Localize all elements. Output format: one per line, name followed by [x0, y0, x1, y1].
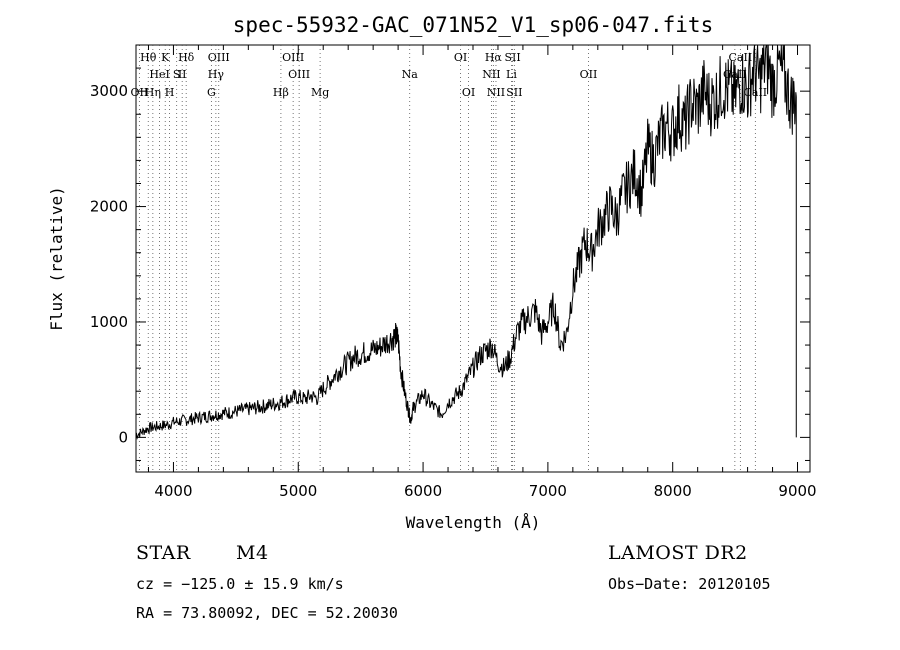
chart-title: spec-55932-GAC_071N52_V1_sp06-047.fits — [233, 13, 713, 37]
y-tick-label-2: 2000 — [90, 198, 128, 216]
line-label-14: Na — [402, 68, 419, 81]
spectrum-line — [135, 44, 797, 440]
x-tick-label-3: 7000 — [529, 482, 567, 500]
object-class: STAR — [136, 542, 191, 564]
coordinates-text: RA = 73.80092, DEC = 52.20030 — [136, 604, 398, 622]
line-label-0: Hθ — [140, 51, 157, 64]
survey-label: LAMOST DR2 — [608, 542, 748, 564]
redshift-text: cz = −125.0 ± 15.9 km/s — [136, 575, 344, 593]
line-label-17: OII — [580, 68, 598, 81]
line-label-20: Hη — [145, 86, 161, 99]
y-tick-label-0: 0 — [118, 428, 128, 446]
obs-date-text: Obs−Date: 20120105 — [608, 575, 771, 593]
x-tick-label-2: 6000 — [404, 482, 442, 500]
line-label-27: SII — [506, 86, 522, 99]
object-subclass: M4 — [236, 542, 269, 564]
line-label-7: SII — [504, 51, 520, 64]
line-label-15: NII — [482, 68, 500, 81]
line-label-8: CaII — [729, 51, 753, 64]
line-label-10: S — [173, 68, 181, 81]
line-label-6: Hα — [485, 51, 503, 64]
x-tick-label-1: 5000 — [279, 482, 317, 500]
line-label-19: OII — [131, 86, 149, 99]
line-label-3: OIII — [208, 51, 230, 64]
y-tick-label-3: 3000 — [90, 82, 128, 100]
line-label-24: Mg — [311, 86, 329, 99]
x-tick-label-5: 9000 — [778, 482, 816, 500]
line-label-2: Hδ — [178, 51, 195, 64]
line-label-1: K — [161, 51, 170, 64]
line-label-5: OI — [454, 51, 467, 64]
x-axis-label: Wavelength (Å) — [406, 513, 541, 532]
x-tick-label-0: 4000 — [154, 482, 192, 500]
line-label-13: OIII — [288, 68, 310, 81]
x-tick-label-4: 8000 — [654, 482, 692, 500]
line-label-4: OIII — [282, 51, 304, 64]
line-label-9: HeI — [149, 68, 169, 81]
y-tick-label-1: 1000 — [90, 313, 128, 331]
line-label-16: Li — [506, 68, 517, 81]
y-axis-label: Flux (relative) — [47, 186, 66, 331]
line-label-25: OI — [462, 86, 475, 99]
line-label-22: G — [207, 86, 216, 99]
line-label-12: Hγ — [208, 68, 225, 81]
line-label-23: Hβ — [273, 86, 289, 99]
line-label-11: II — [178, 68, 187, 81]
line-label-26: NII — [487, 86, 505, 99]
line-label-21: H — [165, 86, 175, 99]
